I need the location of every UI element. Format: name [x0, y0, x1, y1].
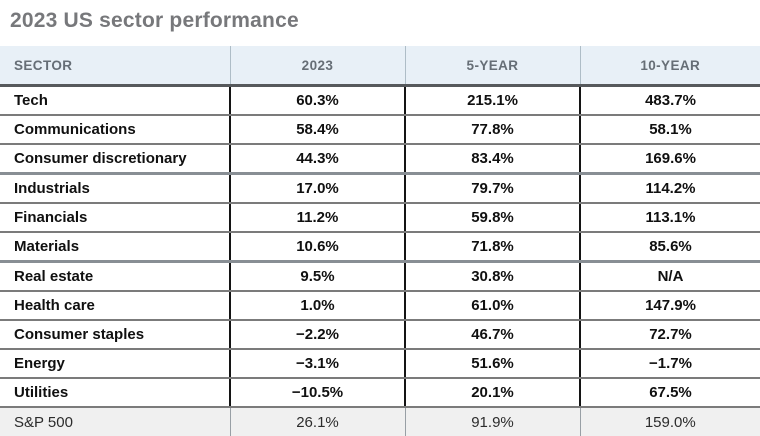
page-title: 2023 US sector performance — [10, 9, 299, 32]
value-cell: −1.7% — [579, 349, 760, 379]
value-cell: 83.4% — [404, 144, 580, 175]
table-row: Industrials 17.0% 79.7% 114.2% — [0, 173, 760, 204]
table-row: Health care 1.0% 61.0% 147.9% — [0, 291, 760, 321]
value-cell: 85.6% — [579, 232, 760, 263]
value-cell: N/A — [579, 261, 760, 292]
value-cell: 61.0% — [404, 291, 580, 321]
value-cell: 72.7% — [579, 320, 760, 350]
footer-row: S&P 500 26.1% 91.9% 159.0% — [0, 407, 760, 436]
sector-performance-table: SECTOR 2023 5-YEAR 10-YEAR Tech 60.3% 215.1% 4… — [0, 46, 760, 436]
value-cell: 147.9% — [579, 291, 760, 321]
value-cell: 71.8% — [404, 232, 580, 263]
table-row: Materials 10.6% 71.8% 85.6% — [0, 232, 760, 263]
sector-cell: Consumer staples — [0, 320, 230, 350]
sector-cell: Utilities — [0, 378, 230, 408]
value-cell: 51.6% — [404, 349, 580, 379]
sector-cell: S&P 500 — [0, 407, 230, 436]
value-cell: 159.0% — [579, 407, 760, 436]
value-cell: 215.1% — [404, 85, 580, 116]
table-row: Utilities −10.5% 20.1% 67.5% — [0, 378, 760, 408]
value-cell: −2.2% — [229, 320, 405, 350]
sector-cell: Real estate — [0, 261, 230, 292]
table-row: Tech 60.3% 215.1% 483.7% — [0, 85, 760, 116]
value-cell: 59.8% — [404, 203, 580, 233]
value-cell: 30.8% — [404, 261, 580, 292]
column-header: 2023 — [229, 46, 405, 87]
value-cell: 44.3% — [229, 144, 405, 175]
sector-cell: Health care — [0, 291, 230, 321]
table-row: Energy −3.1% 51.6% −1.7% — [0, 349, 760, 379]
column-header: 5-YEAR — [404, 46, 580, 87]
sector-cell: Communications — [0, 115, 230, 145]
column-header: 10-YEAR — [579, 46, 760, 87]
table-row: Consumer discretionary 44.3% 83.4% 169.6% — [0, 144, 760, 175]
value-cell: −10.5% — [229, 378, 405, 408]
sector-cell: Energy — [0, 349, 230, 379]
table-row: Communications 58.4% 77.8% 58.1% — [0, 115, 760, 145]
value-cell: 169.6% — [579, 144, 760, 175]
value-cell: 67.5% — [579, 378, 760, 408]
sector-cell: Industrials — [0, 173, 230, 204]
value-cell: 483.7% — [579, 85, 760, 116]
value-cell: 46.7% — [404, 320, 580, 350]
value-cell: 60.3% — [229, 85, 405, 116]
table-footer: S&P 500 26.1% 91.9% 159.0% — [0, 407, 760, 436]
value-cell: 58.4% — [229, 115, 405, 145]
value-cell: 20.1% — [404, 378, 580, 408]
value-cell: 11.2% — [229, 203, 405, 233]
value-cell: 26.1% — [229, 407, 405, 436]
value-cell: 1.0% — [229, 291, 405, 321]
table-row: Real estate 9.5% 30.8% N/A — [0, 261, 760, 292]
value-cell: 114.2% — [579, 173, 760, 204]
sector-cell: Financials — [0, 203, 230, 233]
value-cell: −3.1% — [229, 349, 405, 379]
table-header: SECTOR 2023 5-YEAR 10-YEAR — [0, 46, 760, 87]
table-body: Tech 60.3% 215.1% 483.7% Communications 58.4%… — [0, 85, 760, 408]
value-cell: 58.1% — [579, 115, 760, 145]
sector-cell: Materials — [0, 232, 230, 263]
value-cell: 77.8% — [404, 115, 580, 145]
value-cell: 91.9% — [404, 407, 580, 436]
value-cell: 10.6% — [229, 232, 405, 263]
value-cell: 113.1% — [579, 203, 760, 233]
column-header-sector: SECTOR — [0, 46, 230, 87]
table-row: Financials 11.2% 59.8% 113.1% — [0, 203, 760, 233]
sector-cell: Tech — [0, 85, 230, 116]
header-row: SECTOR 2023 5-YEAR 10-YEAR — [0, 46, 760, 87]
sector-cell: Consumer discretionary — [0, 144, 230, 175]
value-cell: 9.5% — [229, 261, 405, 292]
value-cell: 79.7% — [404, 173, 580, 204]
table-row: Consumer staples −2.2% 46.7% 72.7% — [0, 320, 760, 350]
value-cell: 17.0% — [229, 173, 405, 204]
